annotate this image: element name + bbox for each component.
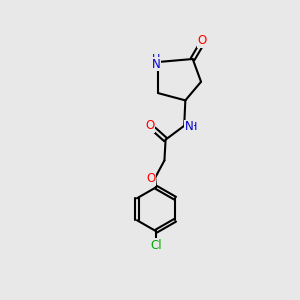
Text: H: H	[189, 122, 197, 132]
Text: N: N	[152, 58, 160, 71]
Text: Cl: Cl	[150, 239, 162, 252]
Text: O: O	[197, 34, 207, 47]
Text: O: O	[146, 172, 156, 185]
Text: H: H	[152, 53, 160, 64]
Text: O: O	[145, 119, 154, 132]
Text: N: N	[184, 120, 193, 134]
